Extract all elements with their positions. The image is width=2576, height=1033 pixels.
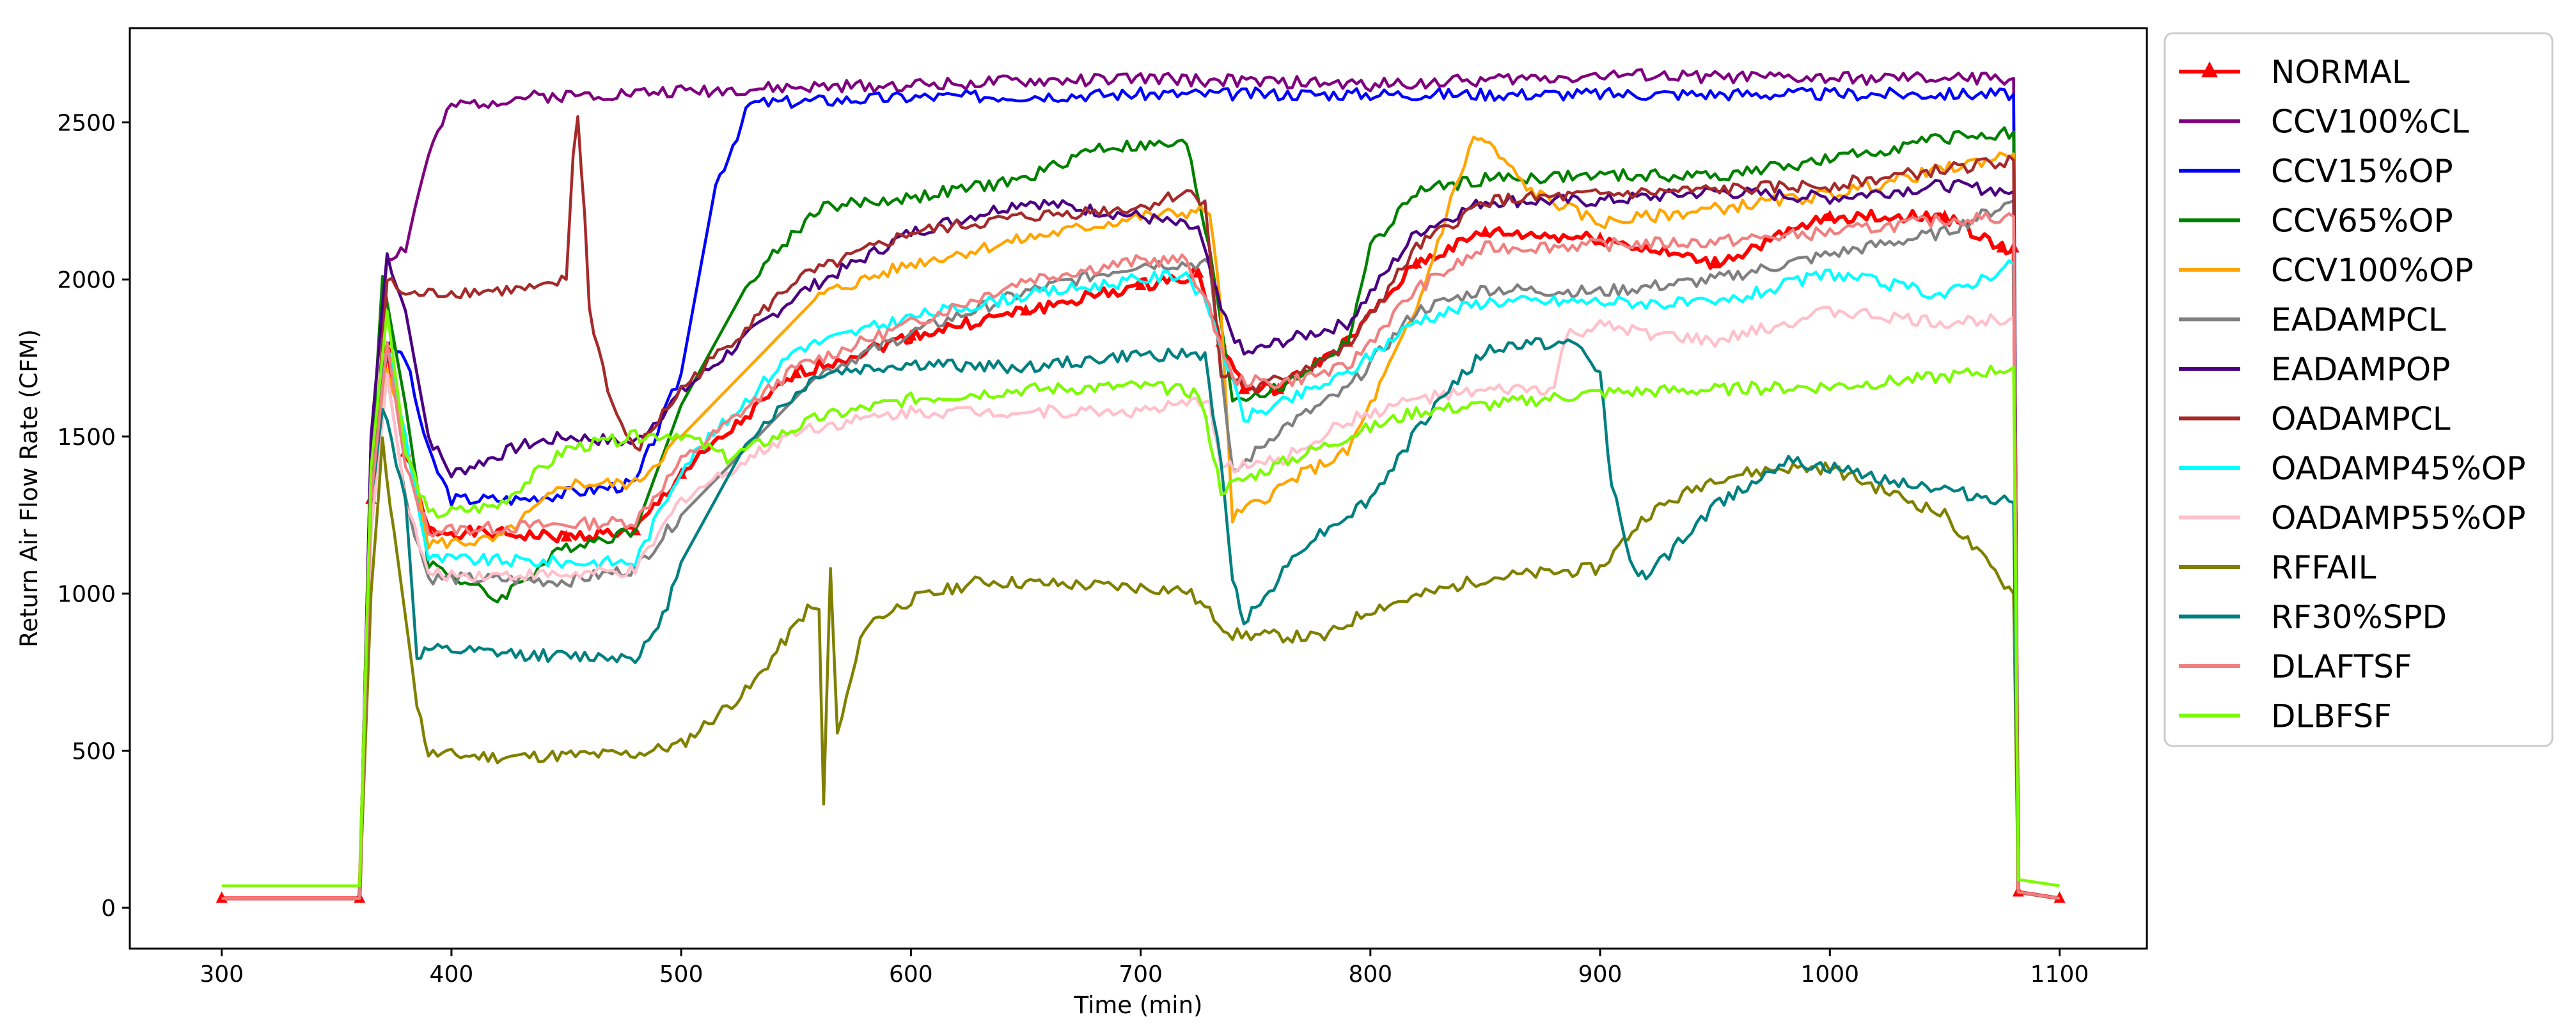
y-tick-label: 500 xyxy=(72,738,116,765)
legend-label: OADAMP55%OP xyxy=(2271,500,2525,537)
legend-label: OADAMPCL xyxy=(2271,401,2451,438)
legend-label: CCV100%OP xyxy=(2271,252,2473,289)
series-marker xyxy=(790,366,802,378)
series-line-ccv15-op xyxy=(221,86,2060,900)
series-line-rffail xyxy=(221,436,2060,900)
y-axis-label: Return Air Flow Rate (CFM) xyxy=(15,329,43,648)
legend-label: DLBFSF xyxy=(2271,698,2392,735)
y-tick-label: 2000 xyxy=(57,267,116,293)
series-line-oadamp45-op xyxy=(221,259,2060,900)
series-marker xyxy=(1824,209,1836,221)
series-marker xyxy=(1238,382,1250,394)
x-tick-label: 500 xyxy=(659,961,703,988)
plot-frame xyxy=(129,27,2148,950)
y-tick-label: 0 xyxy=(101,896,116,922)
y-tick-label: 1500 xyxy=(57,424,116,451)
series-layer xyxy=(216,68,2066,903)
series-line-dlbfsf xyxy=(221,309,2060,887)
series-line-ccv100-op xyxy=(221,136,2060,900)
series-line-dlaftsf xyxy=(221,211,2060,900)
series-marker xyxy=(216,891,228,903)
legend-label: CCV100%CL xyxy=(2271,104,2469,141)
legend-label: CCV15%OP xyxy=(2271,153,2453,190)
series-marker xyxy=(560,530,572,542)
legend-label: DLAFTSF xyxy=(2271,648,2412,685)
x-tick-label: 600 xyxy=(889,961,933,988)
series-marker xyxy=(1410,256,1422,268)
x-tick-label: 1000 xyxy=(1800,961,1859,988)
x-axis-label: Time (min) xyxy=(1074,991,1203,1019)
legend-label: RFFAIL xyxy=(2271,549,2376,586)
legend-label: NORMAL xyxy=(2271,54,2410,91)
y-tick-label: 1000 xyxy=(57,582,116,608)
series-line-normal xyxy=(221,208,2060,901)
series-marker xyxy=(1192,266,1204,278)
legend-label: EADAMPCL xyxy=(2271,302,2446,339)
legend-marker xyxy=(2201,61,2218,77)
x-axis: 300 400 500 600 700 800 900 1000 1100 xyxy=(200,949,2089,988)
series-marker xyxy=(1479,225,1491,237)
series-marker xyxy=(1709,256,1721,268)
legend: NORMAL CCV100%CL CCV15%OP CCV65%OP CCV100%OP… xyxy=(2164,32,2554,747)
y-axis: 0 500 1000 1500 2000 2500 xyxy=(57,110,130,922)
series-marker xyxy=(1135,279,1147,291)
series-line-oadampcl xyxy=(221,115,2060,900)
series-line-rf30-spd xyxy=(221,337,2060,900)
series-marker xyxy=(1019,304,1032,316)
legend-label: RF30%SPD xyxy=(2271,599,2447,636)
x-tick-label: 900 xyxy=(1578,961,1622,988)
x-tick-label: 1100 xyxy=(2030,961,2089,988)
x-tick-label: 800 xyxy=(1348,961,1392,988)
legend-label: OADAMP45%OP xyxy=(2271,450,2525,487)
series-line-eadampop xyxy=(221,178,2060,900)
series-marker xyxy=(1996,241,2008,253)
series-line-ccv100-cl xyxy=(221,68,2060,900)
legend-label: EADAMPOP xyxy=(2271,351,2450,388)
legend-label: CCV65%OP xyxy=(2271,203,2453,240)
series-marker xyxy=(1938,209,1951,221)
y-tick-label: 2500 xyxy=(57,110,116,136)
series-line-oadamp55-op xyxy=(221,306,2060,900)
x-tick-label: 700 xyxy=(1119,961,1163,988)
x-tick-label: 300 xyxy=(200,961,244,988)
legend-box xyxy=(2164,32,2554,747)
x-tick-label: 400 xyxy=(430,961,474,988)
